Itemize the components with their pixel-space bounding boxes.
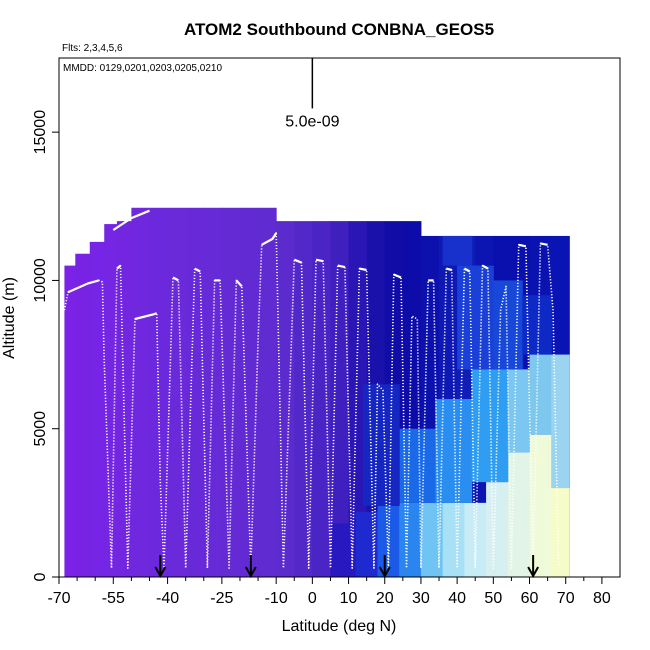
curtain-cell — [363, 384, 400, 506]
curtain-cell — [493, 280, 523, 370]
flight-segment — [261, 232, 278, 246]
flight-segment — [315, 258, 324, 263]
arrow-head — [154, 566, 167, 579]
x-tick-label: 50 — [484, 590, 502, 607]
curtain-column — [348, 221, 368, 577]
flight-profiles — [63, 209, 560, 569]
arrow-head — [378, 566, 391, 579]
x-tick-label: 80 — [593, 590, 611, 607]
y-tick-label: 15000 — [32, 110, 49, 155]
curtain-cell — [551, 354, 570, 489]
x-tick-label: 40 — [448, 590, 466, 607]
curtain-column — [276, 221, 295, 577]
flight-segment — [293, 258, 302, 264]
x-axis-label: Latitude (deg N) — [282, 618, 397, 635]
curtain-cell — [442, 502, 465, 577]
curtain-cell — [471, 369, 509, 483]
x-tick-label: 60 — [521, 590, 539, 607]
curtain-cell — [442, 235, 473, 266]
flight-segment — [134, 312, 158, 321]
x-tick-label: -25 — [210, 590, 233, 607]
curtain-column — [203, 207, 223, 578]
flight-segment — [481, 264, 489, 270]
curtain-column — [89, 241, 105, 578]
curtain-cell — [399, 502, 422, 577]
flight-segment — [337, 264, 346, 269]
dates-note: MMDD: 0129,0201,0203,0205,0210 — [63, 63, 222, 74]
axes: -70 -55 -40 -25 -10 0 10 20 30 40 50 60 70 80 0 5000 100… — [32, 57, 621, 607]
scale-bar-label: 5.0e-09 — [285, 113, 339, 130]
curtain-cell — [486, 482, 509, 577]
flight-segment — [172, 276, 179, 282]
curtain-cell — [355, 511, 379, 577]
x-tick-label: 30 — [412, 590, 430, 607]
curtain-column — [167, 207, 187, 578]
y-tick-label: 0 — [32, 572, 49, 581]
x-tick-label: -70 — [47, 590, 70, 607]
curtain-cell — [420, 502, 444, 577]
flight-segment — [67, 279, 100, 294]
curtain-column — [239, 207, 259, 578]
flight-segment — [518, 243, 527, 248]
x-tick-label: -40 — [156, 590, 179, 607]
curtain-cell — [522, 295, 552, 355]
curtain-cell — [551, 488, 570, 577]
x-tick-label: -10 — [265, 590, 288, 607]
x-tick-label: 10 — [340, 590, 358, 607]
flight-segment — [112, 209, 150, 231]
flight-segment — [446, 267, 452, 272]
curtain-column — [116, 221, 132, 577]
arrow-layer — [154, 555, 540, 579]
curtain-column — [258, 207, 277, 578]
flight-segment — [540, 242, 548, 246]
curtain-column — [75, 253, 91, 578]
x-tick-label: 70 — [557, 590, 575, 607]
curtain-cell — [435, 399, 473, 503]
flight-segment — [359, 267, 367, 272]
flight-segment — [235, 279, 243, 288]
curtain-column — [221, 207, 241, 578]
curtain-cell — [507, 452, 531, 577]
x-tick-label: 20 — [376, 590, 394, 607]
flight-segment — [116, 264, 122, 270]
curtain-cell — [529, 354, 552, 435]
curtain-column — [64, 265, 76, 577]
arrow-head — [244, 566, 257, 579]
curtain-layer — [64, 207, 570, 578]
flight-segment — [194, 267, 201, 273]
y-tick-label: 5000 — [32, 411, 49, 447]
arrow-head — [527, 566, 540, 579]
y-axis-label: Altitude (m) — [1, 277, 18, 359]
y-tick-label: 10000 — [32, 258, 49, 303]
chart-title: ATOM2 Southbound CONBNA_GEOS5 — [184, 20, 494, 39]
x-tick-label: 0 — [308, 590, 317, 607]
flight-segment — [463, 267, 471, 273]
plot-frame — [58, 57, 621, 578]
curtain-column — [312, 221, 331, 577]
curtain-cell — [529, 434, 552, 577]
x-tick-label: -55 — [102, 590, 125, 607]
curtain-column — [104, 224, 118, 577]
curtain-column — [185, 207, 205, 578]
curtain-cell — [399, 428, 436, 503]
curtain-cell — [507, 369, 531, 453]
flight-segment — [393, 273, 402, 279]
curtain-column — [294, 221, 313, 577]
curtain-column — [131, 207, 150, 578]
curtain-column — [330, 221, 350, 577]
flights-note: Flts: 2,3,4,5,6 — [62, 43, 123, 54]
